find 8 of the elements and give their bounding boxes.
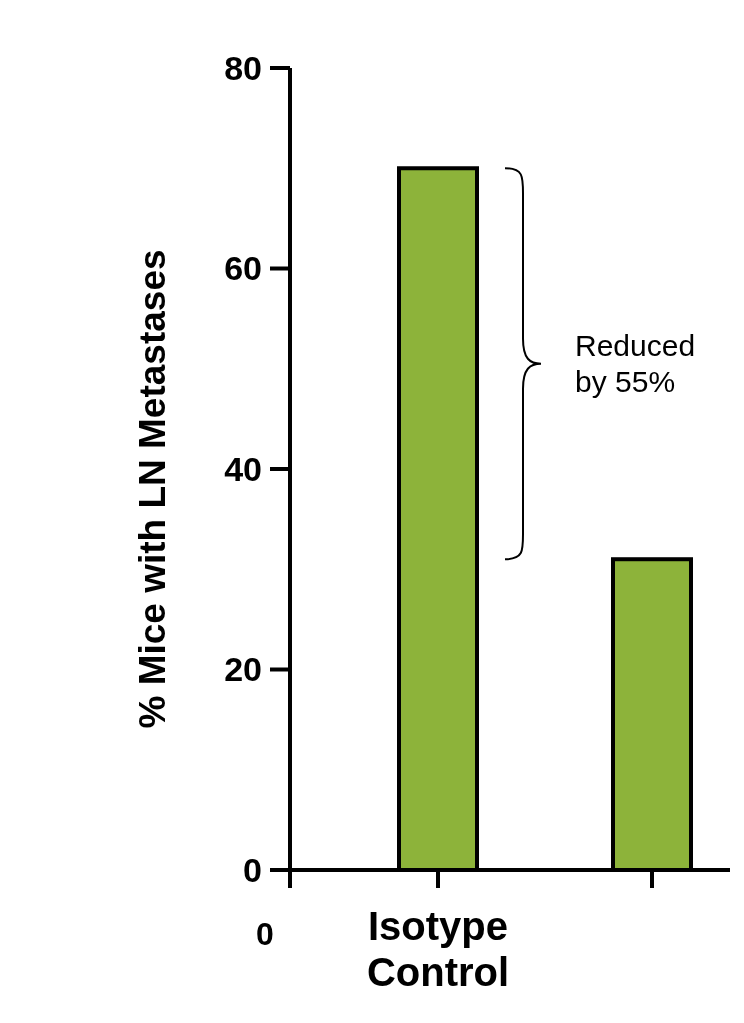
y-tick-label: 80	[224, 48, 262, 87]
y-tick-label: 60	[224, 249, 262, 288]
y-tick-label: 0	[243, 850, 262, 889]
y-tick-label: 20	[224, 650, 262, 689]
y-tick-label: 40	[224, 449, 262, 488]
x-tick-label: Isotype Control	[366, 904, 510, 994]
y-axis-title: % Mice with LN Metastases	[132, 249, 173, 729]
annotation: Reduced by 55%	[575, 328, 696, 398]
